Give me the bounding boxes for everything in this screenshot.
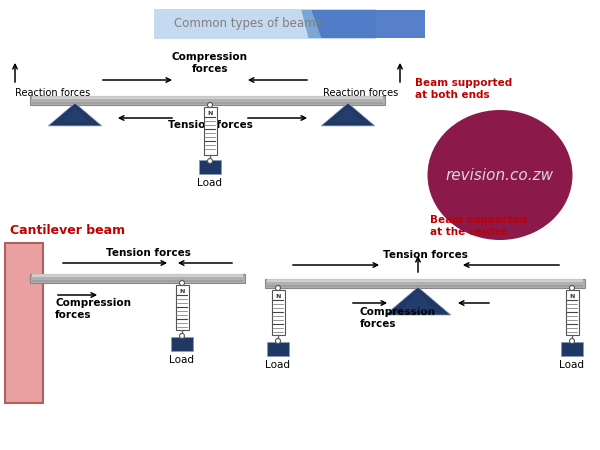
Polygon shape (335, 107, 361, 122)
Bar (265, 279, 585, 288)
Bar (30, 274, 245, 283)
Bar (5, 243, 43, 403)
Text: Beam supported
at the centre: Beam supported at the centre (430, 215, 527, 237)
Bar (267, 342, 289, 356)
Bar (271, 290, 284, 335)
Text: N: N (179, 289, 185, 294)
Bar (32, 280, 243, 282)
Bar (32, 96, 383, 99)
Polygon shape (385, 287, 451, 315)
Polygon shape (48, 103, 102, 126)
Text: Load: Load (197, 178, 223, 188)
Text: Load: Load (170, 355, 194, 365)
Circle shape (208, 103, 212, 108)
Circle shape (275, 338, 281, 343)
Bar (203, 107, 217, 155)
Text: Common types of beams: Common types of beams (173, 18, 321, 31)
Bar (199, 160, 221, 174)
Bar (32, 274, 243, 277)
Text: N: N (275, 294, 281, 299)
Ellipse shape (427, 110, 572, 240)
Text: revision.co.zw: revision.co.zw (446, 167, 554, 183)
Bar (267, 279, 583, 282)
Text: Load: Load (560, 360, 584, 370)
Text: Tension forces: Tension forces (167, 120, 253, 130)
Text: Tension forces: Tension forces (106, 248, 190, 258)
Polygon shape (62, 107, 89, 122)
Text: Compression
forces: Compression forces (360, 307, 436, 328)
Bar (176, 285, 188, 330)
Text: Load: Load (265, 360, 290, 370)
Circle shape (569, 285, 575, 291)
Text: N: N (569, 294, 575, 299)
Circle shape (179, 280, 185, 285)
Text: Reaction forces: Reaction forces (323, 88, 398, 98)
Text: Cantilever beam: Cantilever beam (10, 224, 125, 237)
Bar (30, 95, 385, 104)
Bar (32, 102, 383, 104)
Circle shape (208, 158, 212, 163)
Text: Compression
forces: Compression forces (55, 298, 131, 320)
Circle shape (275, 285, 281, 291)
Polygon shape (401, 291, 434, 311)
Text: Tension forces: Tension forces (383, 250, 467, 260)
Text: Beam supported
at both ends: Beam supported at both ends (415, 78, 512, 100)
Bar (171, 337, 193, 351)
Polygon shape (321, 103, 375, 126)
Bar (267, 285, 583, 287)
Text: N: N (208, 111, 212, 116)
Bar (561, 342, 583, 356)
Polygon shape (308, 10, 425, 38)
Circle shape (179, 333, 185, 338)
Bar (566, 290, 578, 335)
FancyBboxPatch shape (154, 9, 376, 39)
Text: Reaction forces: Reaction forces (15, 88, 90, 98)
Circle shape (569, 338, 575, 343)
Polygon shape (301, 10, 322, 38)
Text: Compression
forces: Compression forces (172, 52, 248, 74)
